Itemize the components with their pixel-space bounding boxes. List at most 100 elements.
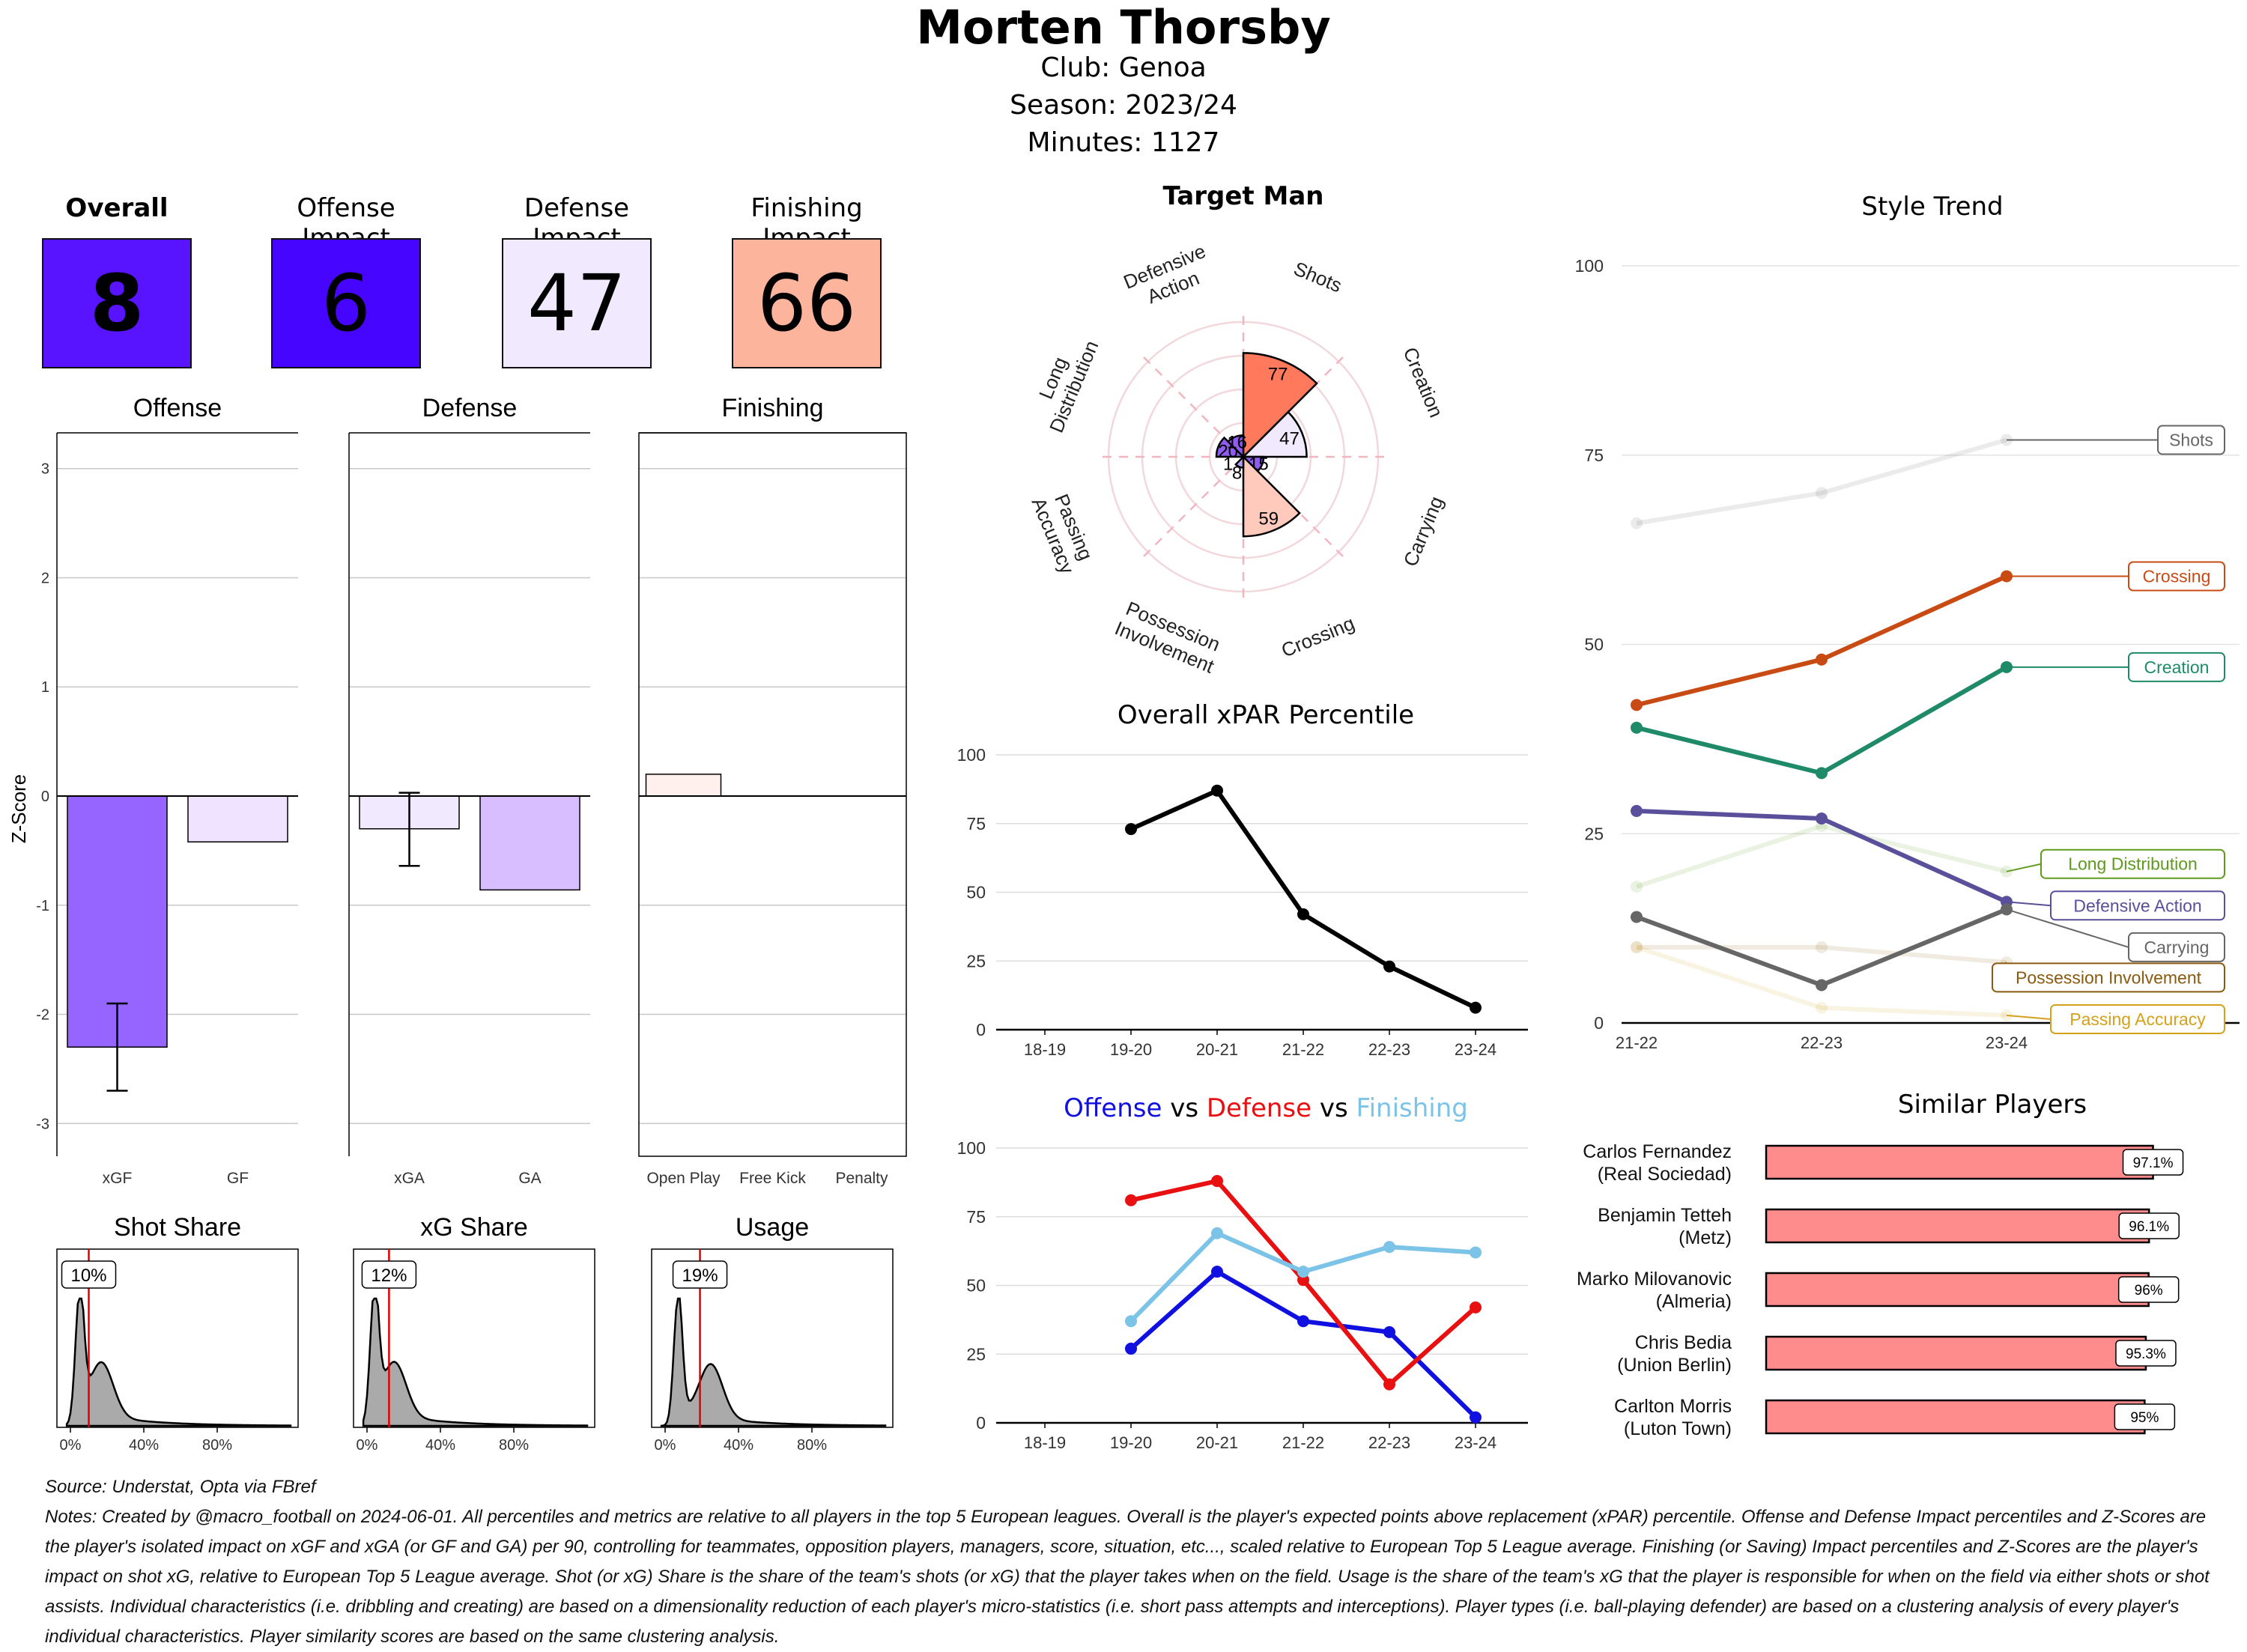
radar-value-label: 16 (1227, 433, 1247, 453)
radar-bar-long-distribution (1215, 436, 1246, 458)
zscore-xtick: GF (227, 1170, 249, 1187)
zscore-ytick: -1 (36, 898, 49, 914)
ovdf-point-defense (1470, 1301, 1482, 1314)
ovdf-ytick: 50 (966, 1276, 986, 1296)
season-line: Season: 2023/24 (1010, 90, 1237, 121)
ovdf-point-finishing (1125, 1315, 1137, 1328)
zscore-xtick: Open Play (646, 1170, 721, 1187)
style-label-box (2050, 1003, 2225, 1034)
style-label-box (2040, 848, 2225, 879)
similar-value-label: 96.1% (2129, 1219, 2169, 1235)
style-line-long-distribution (1636, 824, 2007, 889)
style-point (1631, 911, 1643, 923)
radar-category-label: Crossing (1278, 612, 1357, 662)
similar-player-club: (Almeria) (1656, 1291, 1732, 1312)
style-point (1816, 653, 1828, 666)
style-label-creation: Creation (2144, 658, 2210, 677)
radar-category-label: Creation (1399, 344, 1448, 420)
ovdf-title: Offense vs Defense vs Finishing (974, 1093, 1558, 1123)
ovdf-point-defense (1383, 1378, 1395, 1391)
style-trend-chart: 0 25 50 75 100 21-22 22-23 23-24 Shots Crossing Cr… (1575, 256, 2240, 1052)
xpar-xtick: 18-19 (1024, 1040, 1066, 1059)
style-point (1631, 941, 1643, 953)
ovdf-point-defense (1297, 1274, 1309, 1287)
ovdf-point-defense (1125, 1194, 1137, 1206)
style-line-possession-involvement (1637, 944, 2007, 965)
style-leader-line (2006, 901, 2052, 907)
density-label-box (672, 1260, 728, 1289)
zscore-xtick: xGA (394, 1170, 425, 1187)
style-point (1631, 941, 1643, 953)
radar-category-group: Creation (1399, 344, 1448, 420)
style-label-carrying: Carrying (2144, 938, 2210, 957)
similar-value-label: 95% (2130, 1410, 2159, 1426)
zscore-ytick: 2 (41, 570, 49, 586)
zscore-xtick: xGF (103, 1170, 133, 1187)
style-ytick: 25 (1584, 824, 1604, 843)
ovdf-ytick: 0 (976, 1413, 986, 1433)
style-point (2001, 865, 2013, 878)
density-label-box (61, 1260, 117, 1289)
density-xtick: 0% (655, 1437, 676, 1453)
style-label-defensive-action: Defensive Action (2073, 896, 2201, 915)
style-point (1631, 804, 1643, 817)
density-xtick: 80% (797, 1437, 827, 1453)
style-ytick: 0 (1594, 1013, 1604, 1033)
style-ytick: 75 (1584, 446, 1604, 465)
ovdf-title-vs-1: vs (1170, 1093, 1199, 1123)
zscore-ytick: 1 (41, 679, 49, 696)
radar-bar-defensive-action (1226, 434, 1245, 460)
ovdf-point-finishing (1211, 1227, 1223, 1239)
density-xtick: 80% (499, 1437, 529, 1453)
ovdf-ytick: 100 (957, 1138, 986, 1158)
style-line-passing-accuracy (1636, 945, 2007, 1018)
similar-bar (1765, 1208, 2150, 1244)
style-line-crossing (1636, 574, 2008, 708)
radar-category-group: Carrying (1399, 493, 1448, 569)
xpar-xtick: 21-22 (1282, 1040, 1324, 1059)
density-title: xG Share (420, 1213, 528, 1242)
similar-player-name: Carlton Morris (1614, 1396, 1732, 1417)
xpar-title: Overall xPAR Percentile (1117, 700, 1415, 730)
tile-overall-value: 8 (42, 238, 192, 368)
tile-overall-label: Overall (65, 193, 169, 223)
style-xtick: 23-24 (1986, 1033, 2028, 1052)
xpar-point-overall (1297, 908, 1309, 920)
facet-title-offense: Offense (133, 394, 222, 422)
xpar-xtick: 19-20 (1110, 1040, 1152, 1059)
facet-frame (638, 432, 907, 1157)
ovdf-xtick: 21-22 (1282, 1433, 1324, 1452)
style-point (1816, 487, 1828, 499)
style-point (1631, 721, 1643, 734)
radar-chart: 77Shots47Creation15Carrying59Crossing8Po… (1028, 240, 1448, 674)
style-point (1816, 813, 1828, 825)
density-xtick: 0% (357, 1437, 378, 1453)
radar-bar-possession-involvement (1234, 454, 1245, 469)
zscore-ytick: -3 (36, 1116, 49, 1132)
style-point (1631, 699, 1643, 711)
player-name: Morten Thorsby (916, 0, 1331, 55)
xpar-point-overall (1470, 1001, 1482, 1014)
facet-title-defense: Defense (422, 394, 518, 422)
ovdf-line-offense (1129, 1269, 1478, 1419)
xpar-xtick: 23-24 (1455, 1040, 1497, 1059)
style-point (1816, 941, 1828, 953)
similar-player-club: (Luton Town) (1624, 1418, 1732, 1439)
club-line: Club: Genoa (1040, 52, 1207, 83)
density-label-box (361, 1260, 417, 1289)
density-label: 12% (371, 1266, 407, 1286)
style-label-passing-accuracy: Passing Accuracy (2069, 1009, 2206, 1029)
ovdf-point-offense (1297, 1315, 1309, 1328)
similar-bar (1765, 1335, 2147, 1371)
facet-title-finishing: Finishing (721, 394, 823, 422)
style-label-box (1992, 962, 2225, 993)
style-label-box (2128, 652, 2225, 682)
radar-bar-crossing (1242, 454, 1301, 538)
zscore-xtick: GA (518, 1170, 541, 1187)
style-leader-line (2006, 908, 2129, 948)
similar-player-club: (Union Berlin) (1617, 1355, 1732, 1376)
density-xtick: 40% (425, 1437, 455, 1453)
similar-label-box (2117, 1276, 2180, 1303)
xpar-xtick: 22-23 (1368, 1040, 1410, 1059)
